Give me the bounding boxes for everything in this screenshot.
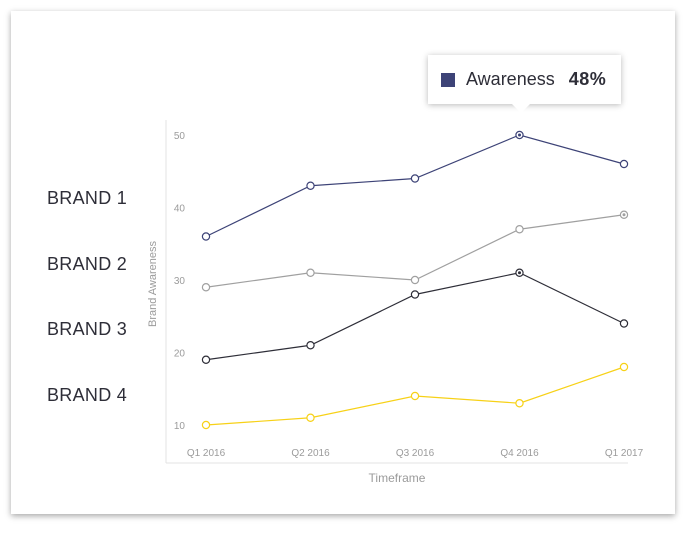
highlight-dot [518, 133, 521, 137]
data-point [410, 275, 420, 285]
y-axis-title: Brand Awareness [147, 240, 159, 327]
data-point [306, 341, 315, 350]
y-tick-label: 20 [174, 349, 186, 360]
data-point [515, 225, 524, 234]
tooltip-swatch [441, 72, 455, 87]
x-axis-title: Timeframe [369, 471, 426, 485]
x-tick-label: Q1 2016 [187, 448, 226, 459]
data-point [306, 413, 315, 422]
data-point [410, 174, 420, 183]
series-line-1 [205, 134, 625, 238]
y-tick-label: 30 [174, 276, 186, 287]
legend-brand-2: BRAND 2 [47, 254, 128, 274]
data-point [515, 399, 524, 408]
data-point [619, 159, 629, 169]
x-tick-label: Q1 2017 [605, 448, 644, 459]
data-point [201, 232, 211, 241]
highlight-dot [622, 213, 626, 217]
legend-brand-3: BRAND 3 [47, 319, 128, 339]
tooltip-arrow [512, 104, 530, 113]
legend-brand-1: BRAND 1 [47, 188, 128, 208]
data-point [306, 268, 315, 277]
data-point [410, 391, 420, 401]
tooltip-label: Awareness [466, 69, 555, 89]
tooltip-value: 48% [568, 69, 607, 89]
data-point [201, 420, 211, 430]
data-point [619, 362, 629, 372]
data-point [201, 355, 211, 364]
data-point [201, 283, 211, 292]
y-tick-label: 50 [174, 131, 186, 142]
x-tick-label: Q2 2016 [291, 448, 330, 459]
data-point [306, 181, 315, 190]
x-tick-label: Q4 2016 [500, 448, 539, 459]
awareness-tooltip: Awareness 48% [428, 55, 621, 113]
data-point [410, 290, 420, 299]
y-tick-label: 40 [174, 204, 186, 215]
highlight-dot [518, 271, 521, 275]
legend-brand-4: BRAND 4 [47, 385, 128, 405]
series-line-3 [205, 272, 625, 361]
data-point [619, 319, 629, 328]
x-tick-label: Q3 2016 [396, 448, 435, 459]
y-tick-label: 10 [174, 421, 186, 432]
